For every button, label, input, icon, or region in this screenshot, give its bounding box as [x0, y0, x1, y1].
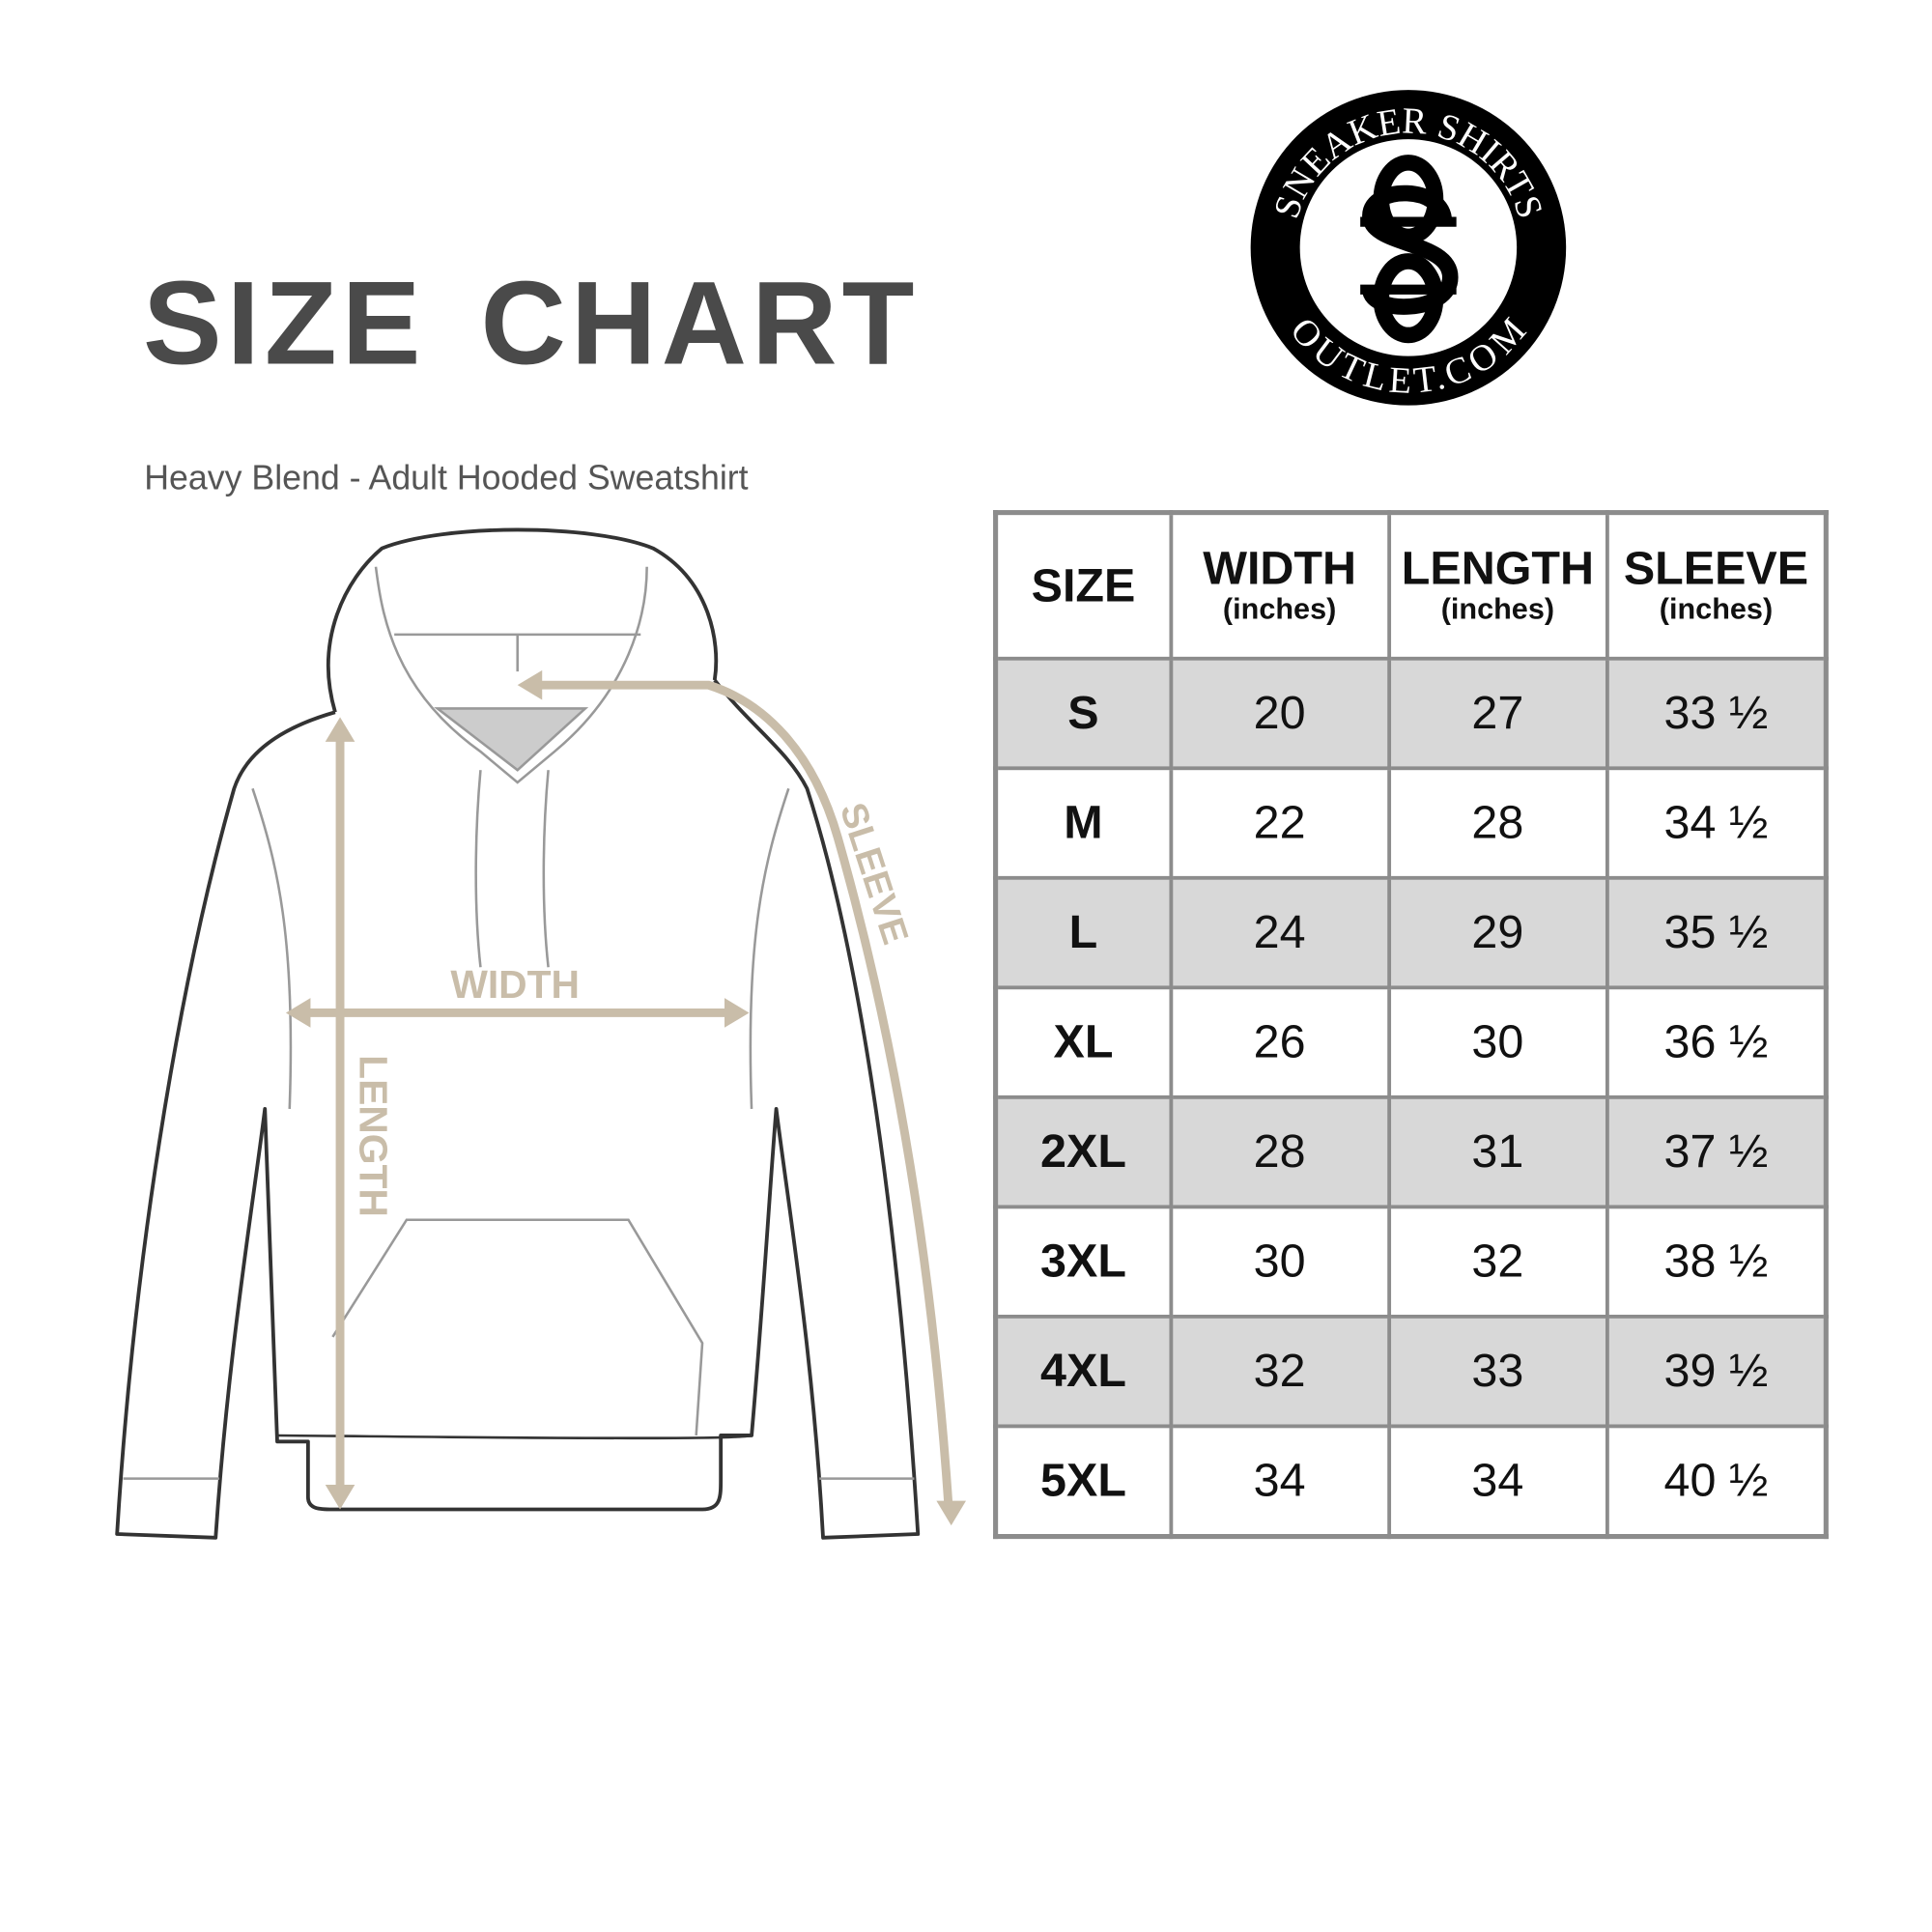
- cell-width: 26: [1168, 985, 1391, 1099]
- table-row: 2XL 28 31 37 ½: [993, 1094, 1829, 1209]
- header-length: LENGTH (inches): [1386, 510, 1609, 661]
- cell-sleeve: 35 ½: [1605, 875, 1829, 990]
- width-label: WIDTH: [450, 962, 580, 1007]
- cell-size: XL: [993, 985, 1173, 1099]
- cell-size: 4XL: [993, 1314, 1173, 1429]
- measure-arrows: [285, 669, 966, 1526]
- cell-length: 30: [1386, 985, 1609, 1099]
- table-header-row: SIZE WIDTH (inches) LENGTH (inches) SLEEVE…: [993, 510, 1829, 661]
- cell-sleeve: 39 ½: [1605, 1314, 1829, 1429]
- cell-sleeve: 38 ½: [1605, 1205, 1829, 1319]
- header-width: WIDTH (inches): [1168, 510, 1391, 661]
- cell-sleeve: 37 ½: [1605, 1094, 1829, 1209]
- cell-width: 20: [1168, 656, 1391, 771]
- cell-sleeve: 40 ½: [1605, 1424, 1829, 1539]
- cell-length: 33: [1386, 1314, 1609, 1429]
- cell-width: 28: [1168, 1094, 1391, 1209]
- cell-width: 34: [1168, 1424, 1391, 1539]
- header-size: SIZE: [993, 510, 1173, 661]
- cell-size: 3XL: [993, 1205, 1173, 1319]
- table-row: 4XL 32 33 39 ½: [993, 1314, 1829, 1429]
- brand-logo: SNEAKER SHIRTS OUTLET.COM: [1250, 90, 1567, 406]
- table-row: L 24 29 35 ½: [993, 875, 1829, 990]
- cell-width: 32: [1168, 1314, 1391, 1429]
- length-label: LENGTH: [351, 1055, 395, 1217]
- cell-size: 2XL: [993, 1094, 1173, 1209]
- table-row: M 22 28 34 ½: [993, 766, 1829, 880]
- hoodie-outline: [115, 527, 921, 1540]
- cell-sleeve: 33 ½: [1605, 656, 1829, 771]
- monogram-icon: [1360, 155, 1459, 344]
- table-row: 3XL 30 32 38 ½: [993, 1205, 1829, 1319]
- cell-size: 5XL: [993, 1424, 1173, 1539]
- page-title: SIZE CHART: [142, 257, 920, 390]
- table-row: XL 26 30 36 ½: [993, 985, 1829, 1099]
- sleeve-arrow: [529, 680, 953, 1510]
- table-row: S 20 27 33 ½: [993, 656, 1829, 771]
- cell-length: 28: [1386, 766, 1609, 880]
- cell-length: 34: [1386, 1424, 1609, 1539]
- cell-length: 31: [1386, 1094, 1609, 1209]
- size-table: SIZE WIDTH (inches) LENGTH (inches) SLEEVE…: [993, 510, 1829, 1540]
- hoodie-details: [123, 566, 915, 1480]
- cell-length: 32: [1386, 1205, 1609, 1319]
- cell-length: 27: [1386, 656, 1609, 771]
- cell-width: 22: [1168, 766, 1391, 880]
- product-subtitle: Heavy Blend - Adult Hooded Sweatshirt: [144, 458, 749, 497]
- cell-size: S: [993, 656, 1173, 771]
- cell-sleeve: 36 ½: [1605, 985, 1829, 1099]
- cell-size: L: [993, 875, 1173, 990]
- header-sleeve: SLEEVE (inches): [1605, 510, 1829, 661]
- cell-sleeve: 34 ½: [1605, 766, 1829, 880]
- cell-width: 30: [1168, 1205, 1391, 1319]
- cell-length: 29: [1386, 875, 1609, 990]
- table-row: 5XL 34 34 40 ½: [993, 1424, 1829, 1539]
- cell-size: M: [993, 766, 1173, 880]
- cell-width: 24: [1168, 875, 1391, 990]
